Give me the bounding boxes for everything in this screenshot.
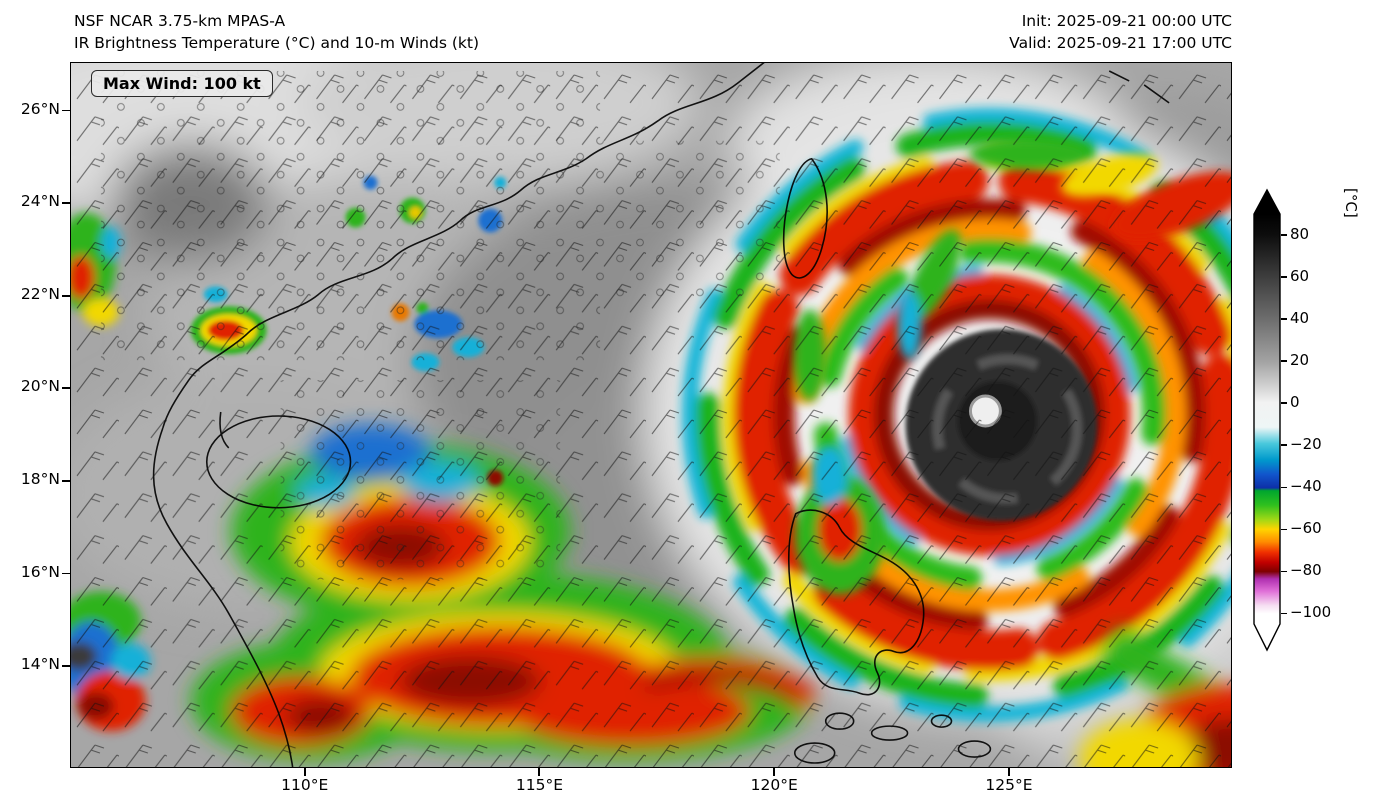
map-panel: Max Wind: 100 kt [70,62,1232,768]
colorbar-tick-label: 60 [1290,267,1310,286]
colorbar-tick-mark [1281,444,1287,447]
lat-tick-label: 26°N [20,99,60,118]
colorbar-tick-mark [1281,528,1287,531]
lat-tick-label: 14°N [20,655,60,674]
init-time: Init: 2025-09-21 00:00 UTC [1021,12,1232,30]
colorbar-bar [1253,188,1281,652]
colorbar-tick-mark [1281,234,1287,236]
colorbar: 80 60 40 20 0 −20 −40 −60 −80 −100 [°C] [1252,188,1376,658]
lat-tick-mark [62,202,70,204]
colorbar-gradient-arrow [1253,188,1281,652]
calm-wind-circles-overlay [280,380,561,580]
colorbar-tick-mark [1281,360,1287,362]
calm-wind-circles-overlay [100,70,601,361]
lat-tick-mark [62,294,70,297]
max-wind-badge: Max Wind: 100 kt [91,70,273,97]
lat-tick-mark [62,665,70,667]
colorbar-tick-label: 0 [1290,393,1300,412]
lon-tick-mark [773,768,776,776]
lon-tick-label: 110°E [281,776,329,794]
colorbar-tick-label: −40 [1290,477,1322,496]
lat-tick-mark [62,109,70,112]
colorbar-tick-label: 40 [1290,309,1310,328]
colorbar-tick-label: −80 [1290,561,1322,580]
time-block: Init: 2025-09-21 00:00 UTC Valid: 2025-0… [1009,10,1232,54]
lat-tick-mark [62,572,70,575]
colorbar-tick-label: −20 [1290,435,1322,454]
colorbar-tick-label: −60 [1290,519,1322,538]
lon-tick-label: 115°E [515,776,564,794]
lon-tick-mark [538,768,541,776]
colorbar-tick-mark [1281,570,1287,573]
lon-tick-label: 125°E [985,776,1033,794]
calm-wind-circles-overlay [600,140,780,301]
model-title: NSF NCAR 3.75-km MPAS-A [74,12,286,30]
lat-tick-label: 22°N [20,284,60,303]
lat-tick-label: 24°N [20,192,60,211]
lat-tick-label: 16°N [20,562,60,581]
figure-title-block: NSF NCAR 3.75-km MPAS-A IR Brightness Te… [74,10,479,54]
colorbar-tick-label: 80 [1290,225,1310,244]
product-title: IR Brightness Temperature (°C) and 10-m … [74,34,479,52]
lon-tick-mark [1007,768,1010,776]
colorbar-tick-mark [1281,402,1287,405]
colorbar-tick-label: 20 [1290,351,1310,370]
colorbar-tick-label: −100 [1290,603,1332,622]
colorbar-tick-mark [1281,612,1287,615]
colorbar-tick-mark [1281,318,1287,320]
lon-tick-mark [303,768,306,776]
lat-tick-label: 20°N [20,377,60,396]
lon-tick-label: 120°E [750,776,798,794]
map-canvas [71,63,1231,767]
colorbar-tick-mark [1281,486,1287,489]
colorbar-unit-label: [°C] [1342,188,1360,218]
lat-tick-mark [62,479,70,482]
lat-tick-mark [62,387,70,390]
valid-time: Valid: 2025-09-21 17:00 UTC [1009,34,1232,52]
lat-tick-label: 18°N [20,469,60,488]
colorbar-tick-mark [1281,276,1287,278]
